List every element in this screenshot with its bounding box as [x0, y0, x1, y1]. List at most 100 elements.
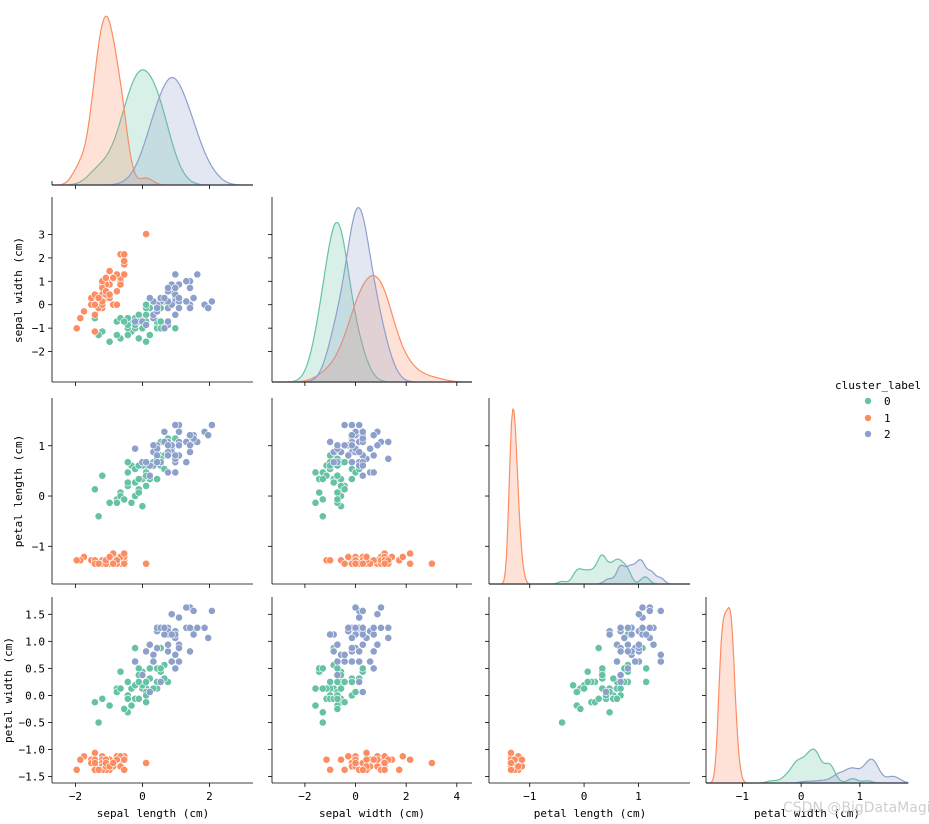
point-1-0-c0-1 [142, 337, 150, 346]
point-2-1-c2-3 [366, 444, 374, 453]
point-2-1-c2-29 [347, 421, 356, 429]
point-2-1-c1-34 [326, 556, 334, 565]
point-3-1-c1-30 [322, 755, 331, 764]
point-3-0-c2-33 [175, 644, 183, 652]
legend-label-2: 2 [884, 428, 891, 441]
point-1-0-c2-18 [182, 277, 191, 286]
point-2-0-c2-45 [153, 458, 161, 467]
point-3-0-c1-48 [94, 765, 103, 774]
point-1-0-c2-44 [131, 317, 139, 326]
point-3-1-c0-28 [358, 664, 367, 673]
point-2-0-c1-34 [72, 556, 81, 565]
point-3-0-c2-39 [160, 630, 169, 639]
point-3-1-c1-44 [351, 759, 360, 767]
point-3-0-c0-42 [156, 664, 165, 673]
y-tick-label-3-1: −1.0 [19, 743, 46, 756]
x-tick-label-2-2: 1 [635, 790, 642, 803]
point-3-0-c2-19 [175, 613, 183, 622]
point-1-0-c2-45 [153, 304, 161, 312]
point-1-0-c0-25 [145, 331, 154, 339]
y-tick-label-2-1: 0 [38, 490, 45, 503]
point-3-2-c2-41 [638, 623, 647, 632]
point-2-1-c2-45 [347, 458, 356, 467]
point-3-2-c0-29 [594, 644, 603, 652]
point-3-0-c0-26 [127, 701, 136, 710]
point-3-0-c1-20 [142, 759, 150, 767]
point-2-1-c2-9 [384, 454, 393, 463]
point-1-0-c0-20 [134, 334, 143, 343]
point-2-0-c2-1 [207, 421, 216, 429]
point-2-0-c0-19 [123, 458, 132, 467]
point-3-2-c2-2 [616, 678, 625, 686]
point-3-1-c2-44 [333, 657, 342, 666]
y-tick-label-1-3: 1 [38, 275, 45, 288]
point-3-2-c2-16 [605, 630, 614, 639]
point-3-0-c0-20 [134, 664, 143, 673]
point-3-1-c2-32 [347, 634, 356, 642]
point-3-1-c2-16 [369, 630, 378, 639]
point-3-1-c1-25 [369, 755, 378, 764]
point-3-0-c2-18 [182, 603, 191, 612]
point-3-2-c0-41 [609, 674, 618, 683]
point-3-0-c0-47 [120, 705, 129, 713]
point-1-0-c1-19 [91, 310, 99, 319]
point-2-1-c1-48 [358, 559, 367, 568]
point-2-0-c0-33 [134, 475, 143, 483]
point-2-1-c2-33 [347, 441, 356, 450]
point-1-0-c0-47 [120, 317, 129, 326]
point-3-1-c0-42 [333, 664, 342, 673]
point-3-1-c0-5 [311, 701, 320, 710]
point-3-2-c2-34 [624, 623, 632, 632]
point-2-0-c2-28 [186, 441, 194, 450]
point-2-0-c0-43 [113, 498, 121, 507]
y-tick-label-2-0: −1 [32, 540, 45, 553]
point-2-0-c0-30 [94, 512, 103, 521]
point-2-1-c2-39 [326, 437, 334, 446]
x-axis-label-2: petal length (cm) [534, 807, 647, 820]
point-3-2-c2-22 [602, 688, 610, 696]
point-3-1-c2-48 [329, 647, 338, 656]
point-3-0-c2-40 [171, 664, 180, 673]
point-3-0-c0-30 [94, 718, 103, 727]
point-3-1-c1-28 [362, 755, 371, 764]
y-axis-label-3: petal width (cm) [2, 637, 15, 743]
point-3-0-c0-9 [116, 667, 125, 676]
point-3-0-c2-28 [186, 647, 194, 656]
point-2-0-c2-36 [171, 421, 180, 429]
point-3-1-c2-31 [355, 647, 364, 656]
point-3-0-c1-32 [120, 765, 129, 774]
point-2-1-c0-30 [318, 512, 327, 521]
point-3-1-c1-23 [362, 749, 371, 757]
point-3-0-c2-42 [164, 647, 172, 656]
point-3-2-c0-47 [576, 705, 585, 713]
y-tick-label-3-3: 0.0 [25, 689, 45, 702]
point-3-0-c2-41 [193, 623, 202, 632]
point-3-2-c2-1 [656, 607, 665, 615]
point-2-1-c0-45 [333, 471, 342, 480]
point-2-0-c0-47 [120, 495, 129, 504]
point-3-2-c2-40 [624, 664, 632, 673]
point-3-2-c2-8 [649, 640, 658, 649]
point-3-1-c2-30 [355, 657, 364, 666]
point-2-0-c2-8 [175, 427, 183, 436]
point-2-0-c0-12 [138, 502, 147, 511]
point-1-0-c1-13 [76, 314, 85, 323]
point-3-1-c1-7 [344, 752, 353, 761]
point-3-2-c0-14 [616, 684, 625, 693]
point-2-0-c2-0 [186, 448, 194, 456]
legend-marker-0 [864, 397, 872, 405]
point-2-0-c2-42 [164, 451, 172, 460]
point-3-0-c2-24 [167, 610, 176, 619]
point-3-2-c2-44 [631, 657, 640, 666]
point-3-1-c1-33 [398, 752, 407, 761]
point-3-1-c0-16 [318, 708, 327, 717]
point-1-0-c1-49 [109, 273, 118, 282]
point-3-2-c0-33 [598, 671, 607, 679]
point-2-1-c1-46 [362, 553, 371, 561]
x-tick-label-1-2: 2 [403, 790, 410, 803]
point-3-2-c2-48 [616, 647, 625, 656]
point-2-1-c2-25 [340, 441, 349, 450]
point-3-2-c0-32 [598, 664, 607, 673]
point-3-1-c2-9 [384, 634, 393, 642]
point-2-0-c2-25 [149, 441, 158, 450]
